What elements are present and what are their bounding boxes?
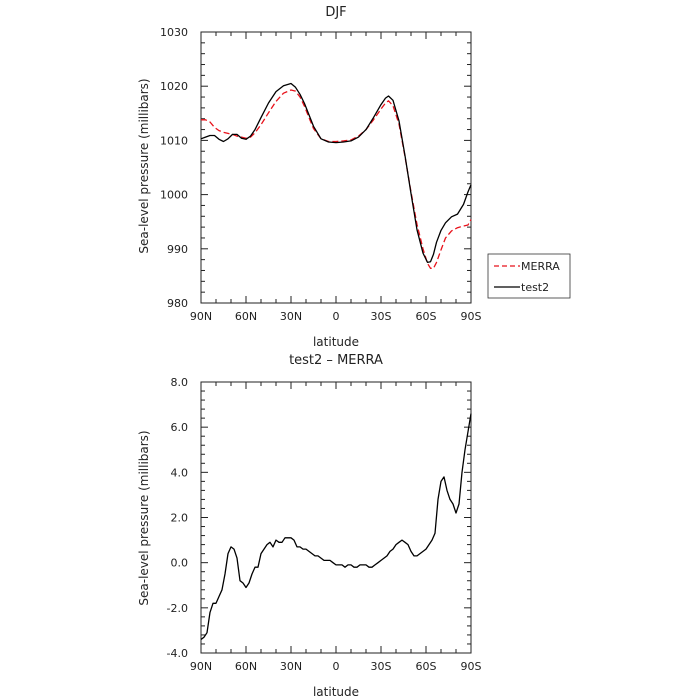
bottom-y-tick-label: -2.0 xyxy=(167,602,188,615)
top-x-tick-label: 90N xyxy=(190,310,212,323)
bottom-chart-title: test2 – MERRA xyxy=(289,353,383,368)
bottom-y-axis-label: Sea-level pressure (millibars) xyxy=(137,430,151,605)
bottom-x-tick-label: 90S xyxy=(461,660,482,673)
bottom-y-tick-label: 6.0 xyxy=(171,421,189,434)
top-plot: 90N 60N 30N 0 30S 60S 90S 980 990 1000 1010 1020 103… xyxy=(160,26,482,323)
top-x-tick-label: 60S xyxy=(416,310,437,323)
top-y-tick-label: 980 xyxy=(167,297,188,310)
legend-label-merra: MERRA xyxy=(521,260,560,273)
top-x-tick-label: 90S xyxy=(461,310,482,323)
top-panel: DJF 90N 60N 30N 0 30S 60S 90S 980 990 1000 1010 102… xyxy=(137,5,482,349)
top-x-tick-label: 0 xyxy=(333,310,340,323)
bottom-x-tick-label: 30N xyxy=(280,660,302,673)
top-series-line-merra xyxy=(201,89,472,269)
bottom-x-tick-label: 60S xyxy=(416,660,437,673)
bottom-y-tick-label: 8.0 xyxy=(171,376,189,389)
top-x-axis-label: latitude xyxy=(313,335,359,349)
top-y-axis-label: Sea-level pressure (millibars) xyxy=(137,78,151,253)
bottom-x-tick-label: 90N xyxy=(190,660,212,673)
bottom-y-tick-label: 4.0 xyxy=(171,466,189,479)
bottom-x-axis-label: latitude xyxy=(313,685,359,699)
bottom-y-tick-label: 2.0 xyxy=(171,512,189,525)
top-x-tick-label: 60N xyxy=(235,310,257,323)
top-chart-title: DJF xyxy=(325,5,346,20)
top-y-tick-label: 1010 xyxy=(160,134,188,147)
top-y-tick-label: 1030 xyxy=(160,26,188,39)
top-y-tick-label: 990 xyxy=(167,243,188,256)
bottom-plot-frame xyxy=(200,381,472,654)
legend-label-test2: test2 xyxy=(521,281,549,294)
bottom-series-line-difference xyxy=(200,413,472,641)
top-y-tick-label: 1000 xyxy=(160,189,188,202)
bottom-y-tick-label: -4.0 xyxy=(167,647,188,660)
top-x-tick-label: 30N xyxy=(280,310,302,323)
top-y-tick-label: 1020 xyxy=(160,80,188,93)
legend: MERRA test2 xyxy=(487,253,571,299)
top-x-tick-label: 30S xyxy=(371,310,392,323)
bottom-x-tick-label: 0 xyxy=(333,660,340,673)
bottom-plot: 90N 60N 30N 0 30S 60S 90S -4.0 -2.0 0.0 2.0 4.0 6.0 8… xyxy=(167,376,482,673)
bottom-x-tick-label: 30S xyxy=(371,660,392,673)
bottom-x-tick-label: 60N xyxy=(235,660,257,673)
legend-box xyxy=(487,253,571,299)
top-series-line-test2 xyxy=(200,82,472,264)
bottom-y-tick-label: 0.0 xyxy=(171,557,189,570)
bottom-panel: test2 – MERRA 90N 60N 30N 0 30S 60S 90S -4.0 -2.… xyxy=(137,353,482,699)
